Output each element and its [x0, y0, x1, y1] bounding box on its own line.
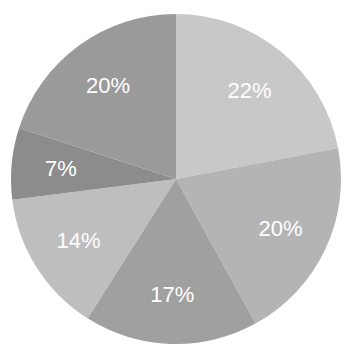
svg-text:17%: 17%	[150, 282, 194, 307]
svg-text:7%: 7%	[45, 156, 77, 181]
svg-text:20%: 20%	[86, 73, 130, 98]
svg-text:20%: 20%	[258, 216, 302, 241]
svg-text:22%: 22%	[228, 78, 272, 103]
svg-text:14%: 14%	[56, 228, 100, 253]
